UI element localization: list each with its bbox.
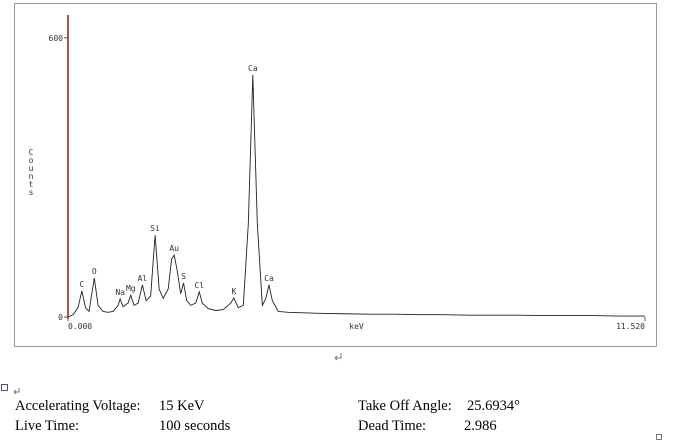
info-text: Live Time:	[15, 418, 79, 434]
peak-label: O	[92, 267, 97, 276]
peak-label: Si	[150, 224, 160, 233]
info-text: 100 seconds	[159, 418, 231, 434]
spectrum-line	[67, 75, 645, 318]
y-tick-label: 600	[49, 34, 64, 43]
peak-label: Cl	[194, 281, 204, 290]
info-text: 2.986	[464, 418, 497, 434]
peak-label: S	[181, 272, 186, 281]
peak-label: Ca	[264, 274, 274, 283]
peak-label: K	[231, 287, 236, 296]
y-tick-label: 0	[58, 313, 63, 322]
cell-marker	[656, 434, 662, 440]
x-tick-label: 11.520	[616, 322, 645, 331]
x-tick-label: 0.000	[68, 322, 92, 331]
peak-label: Na	[115, 288, 125, 297]
table-handle	[1, 384, 8, 391]
paragraph-mark	[334, 353, 342, 361]
plot-frame	[14, 3, 657, 347]
info-text: Accelerating Voltage:	[15, 398, 141, 414]
peak-label: Al	[138, 274, 148, 283]
peak-label: Ca	[248, 64, 258, 73]
paragraph-mark	[13, 388, 20, 395]
peak-label: Mg	[126, 284, 136, 293]
peak-label: Au	[169, 244, 179, 253]
peak-label: C	[79, 280, 84, 289]
info-text: 25.6934°	[467, 398, 520, 414]
info-text: 15 KeV	[159, 398, 205, 414]
info-text: Dead Time:	[358, 418, 426, 434]
x-axis-label: keV	[349, 322, 364, 331]
info-text: Take Off Angle:	[358, 398, 452, 414]
